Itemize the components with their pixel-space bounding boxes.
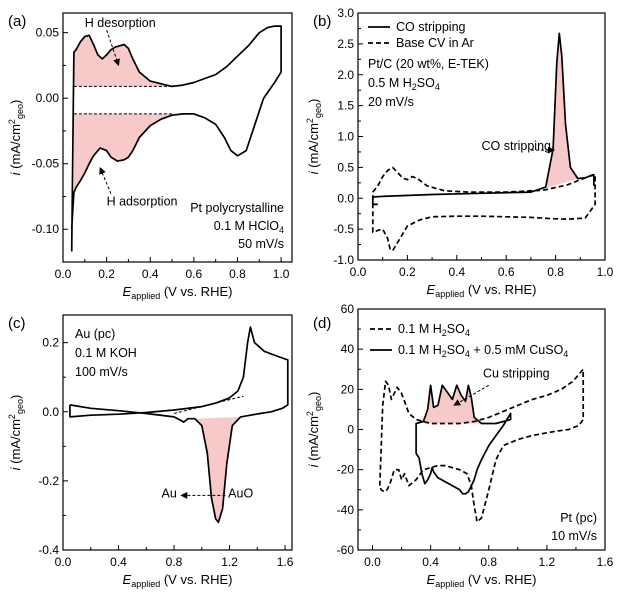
panel-label: (a) [8,13,26,30]
x-tick-label: 0.6 [498,265,515,279]
x-tick-label: 0.4 [422,555,439,569]
x-tick-label: 1.2 [221,555,238,569]
x-tick-label: 0.4 [448,265,465,279]
x-tick-label: 1.6 [597,555,614,569]
y-tick-label: 0.05 [36,26,60,40]
annotation-label: Au [162,486,177,500]
y-tick-label: 60 [341,302,355,316]
shaded-area-2 [73,113,172,193]
condition-label: 0.5 M H2SO4 [368,76,440,92]
x-tick-label: 0.8 [229,267,246,281]
y-tick-label: 1.5 [337,99,354,113]
annotation-arrow [99,166,112,195]
condition-label: 0.1 M HClO4 [214,219,284,235]
x-tick-label: 0.2 [98,267,115,281]
series-line-2 [415,384,512,495]
x-axis-label: Eapplied (V vs. RHE) [427,282,537,299]
annotation-label: Cu stripping [483,366,550,380]
condition-label: 10 mV/s [551,529,597,543]
panel-label: (c) [8,315,26,332]
y-tick-label: -1.0 [333,253,354,267]
x-axis-label: Eapplied (V vs. RHE) [427,572,537,589]
shaded-area-1 [194,416,241,523]
panel-a: 0.0 0.2 0.4 0.6 0.8 1.0 0.05 0.00 -0.05 -0.10 Eapp… [7,12,293,301]
shaded-area-1 [530,33,593,193]
legend-entry: 0.1 M H2SO4 [398,322,470,338]
y-tick-label: -0.5 [333,222,354,236]
y-axis-label: i (mA/cm2geo) [305,99,323,175]
y-axis-label: i (mA/cm2geo) [7,100,25,176]
x-tick-label: 0.4 [110,555,127,569]
x-tick-label: 1.2 [539,555,556,569]
panel-d: 0.0 0.4 0.8 1.2 1.6 60 40 20 0 -20 -40 -60 Eapplied … [305,302,614,589]
x-tick-label: 0.0 [350,265,367,279]
y-tick-label: -40 [337,503,355,517]
condition-label: 20 mV/s [368,95,414,109]
x-tick-label: 0.4 [142,267,159,281]
y-tick-label: 0.2 [42,336,59,350]
axes-frame [62,314,293,551]
y-tick-label: -60 [337,543,355,557]
y-axis-label: i (mA/cm2geo) [7,395,25,471]
x-axis-label: Eapplied (V vs. RHE) [123,572,233,589]
y-tick-label: -0.05 [32,157,60,171]
annotation-label: CO stripping [482,139,552,153]
x-tick-label: 0.8 [547,265,564,279]
y-tick-label: -0.4 [38,543,59,557]
annotation-label: H desorption [85,16,156,30]
legend-entry: CO stripping [396,20,466,34]
annotation-arrow [106,29,120,67]
annotation-arrow [453,384,490,406]
y-tick-label: 2.5 [337,37,354,51]
legend-entry: Base CV in Ar [396,36,474,50]
y-axis-label: i (mA/cm2geo) [305,392,323,468]
panel-label: (b) [313,13,331,30]
x-tick-label: 0.8 [166,555,183,569]
x-tick-label: 0.6 [186,267,203,281]
axes-frame [62,12,293,263]
x-tick-label: 1.0 [597,265,614,279]
condition-label: 0.1 M KOH [75,346,137,360]
y-tick-label: 0.5 [337,160,354,174]
condition-label: 50 mV/s [238,237,284,251]
annotation-label: H adsorption [107,195,178,209]
condition-label: 100 mV/s [75,365,128,379]
legend-entry: 0.1 M H2SO4 + 0.5 mM CuSO4 [398,343,568,359]
y-tick-label: 2.0 [337,68,354,82]
annotation-label: AuO [228,486,253,500]
y-tick-label: 40 [341,342,355,356]
panel-b: 0.0 0.2 0.4 0.6 0.8 1.0 -1.0 -0.5 0.0 0.5 1.0 1.5 2.… [305,6,614,299]
x-tick-label: 0.2 [399,265,416,279]
y-tick-label: -20 [337,463,355,477]
y-tick-label: 3.0 [337,6,354,20]
condition-label: Pt (pc) [560,511,597,525]
x-tick-label: 0.0 [364,555,381,569]
y-tick-label: 0.0 [42,405,59,419]
x-tick-label: 0.0 [55,555,72,569]
y-tick-label: 0.00 [36,91,60,105]
x-tick-label: 1.6 [277,555,294,569]
panel-label: (d) [313,315,331,332]
y-tick-label: 0 [347,423,354,437]
condition-label: Pt/C (20 wt%, E-TEK) [368,57,489,71]
x-tick-label: 0.0 [55,267,72,281]
panel-c: 0.0 0.4 0.8 1.2 1.6 0.2 0.0 -0.2 -0.4 Eapplied (V… [7,314,294,589]
condition-label: Au (pc) [75,327,115,341]
series-line-1 [69,326,289,524]
y-tick-label: 0.0 [337,191,354,205]
series-line-2 [371,166,596,252]
shaded-area-1 [73,35,172,87]
y-tick-label: -0.2 [38,474,59,488]
x-axis-label: Eapplied (V vs. RHE) [123,284,233,301]
y-tick-label: -0.10 [32,222,60,236]
y-tick-label: 1.0 [337,130,354,144]
condition-label: Pt polycrystalline [190,201,284,215]
x-tick-label: 1.0 [273,267,290,281]
series-line-1 [378,368,585,523]
x-tick-label: 0.8 [480,555,497,569]
axes-frame [357,12,606,261]
y-tick-label: 20 [341,382,355,396]
series-line-1 [70,25,282,252]
